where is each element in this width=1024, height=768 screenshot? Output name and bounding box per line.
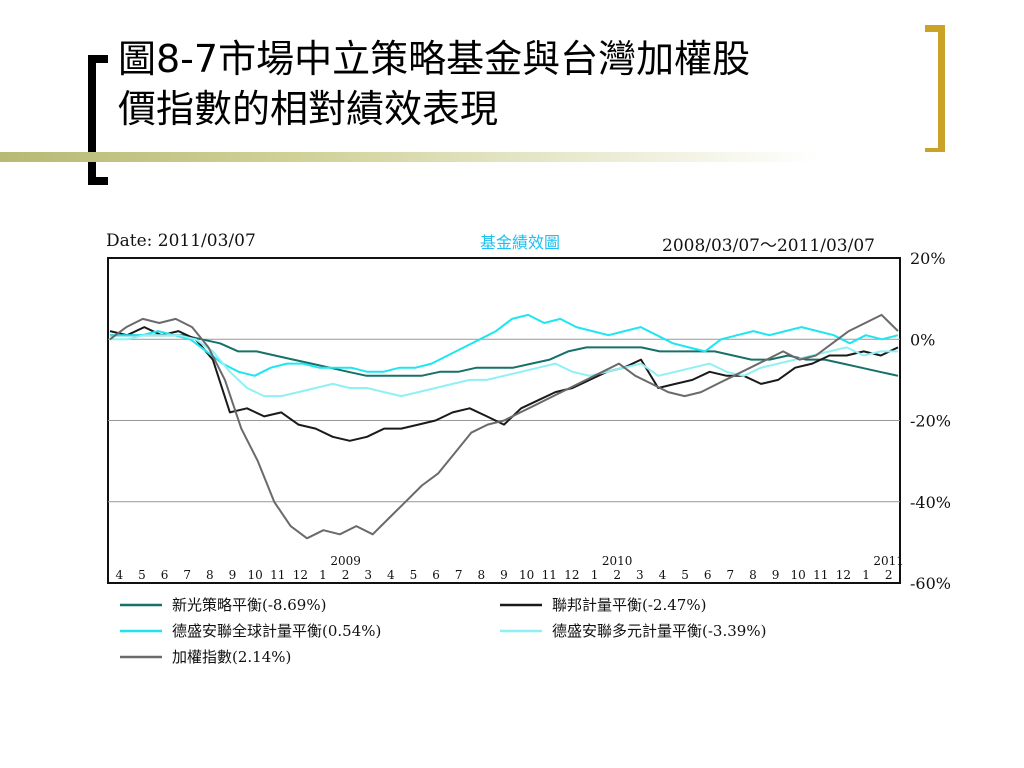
right-bracket-decoration [925, 25, 945, 155]
x-month-label: 2 [613, 568, 621, 582]
x-month-label: 7 [726, 568, 734, 582]
x-year-label: 2009 [330, 554, 361, 568]
x-month-label: 7 [183, 568, 191, 582]
left-bracket-decoration [88, 55, 108, 185]
x-month-label: 2 [885, 568, 893, 582]
x-month-label: 4 [115, 568, 123, 582]
legend-label-desheng_multi: 德盛安聯多元計量平衡(-3.39%) [552, 622, 766, 640]
series-line-desheng_global [110, 313, 899, 377]
legend-label-xinguang: 新光策略平衡(-8.69%) [172, 596, 326, 614]
x-month-label: 9 [229, 568, 237, 582]
series-line-taiex [109, 313, 899, 540]
title-divider [0, 152, 1024, 162]
x-month-label: 11 [813, 568, 828, 582]
series-line-desheng_multi [110, 334, 898, 398]
x-month-label: 4 [659, 568, 667, 582]
legend-label-taiex: 加權指數(2.14%) [172, 648, 291, 666]
x-month-label: 1 [591, 568, 599, 582]
x-month-label: 6 [161, 568, 169, 582]
x-month-label: 5 [410, 568, 418, 582]
x-month-label: 10 [791, 568, 806, 582]
slide-title: 圖8-7市場中立策略基金與台灣加權股 價指數的相對績效表現 [118, 34, 908, 134]
x-month-label: 8 [206, 568, 214, 582]
x-month-label: 6 [432, 568, 440, 582]
slide-title-line-1: 圖8-7市場中立策略基金與台灣加權股 [118, 37, 751, 81]
x-month-label: 7 [455, 568, 463, 582]
x-month-label: 5 [138, 568, 146, 582]
x-month-label: 6 [704, 568, 712, 582]
x-month-label: 12 [836, 568, 851, 582]
y-tick-label: 20% [910, 249, 946, 268]
x-month-label: 11 [270, 568, 285, 582]
x-month-label: 2 [342, 568, 350, 582]
x-month-label: 3 [636, 568, 644, 582]
x-month-label: 5 [681, 568, 689, 582]
series-line-lianbang [109, 326, 899, 442]
x-year-label: 2011 [873, 554, 904, 568]
x-month-label: 8 [749, 568, 757, 582]
x-month-label: 12 [564, 568, 579, 582]
x-month-label: 10 [519, 568, 534, 582]
slide-title-line-2: 價指數的相對績效表現 [118, 87, 499, 131]
x-month-label: 10 [247, 568, 262, 582]
x-month-label: 9 [772, 568, 780, 582]
chart-date-label: Date: 2011/03/07 [106, 231, 256, 251]
chart-canvas: 20%0%-20%-40%-60%4 5 6 7 8 9 10 11 12 1 2 3 4 5 6 7 8 9 10… [107, 249, 951, 666]
legend-label-desheng_global: 德盛安聯全球計量平衡(0.54%) [172, 622, 381, 640]
chart-range-label: 2008/03/07～2011/03/07 [662, 236, 875, 256]
x-month-label: 11 [542, 568, 557, 582]
x-month-label: 9 [500, 568, 508, 582]
x-year-label: 2010 [602, 554, 633, 568]
y-tick-label: -60% [910, 574, 951, 593]
y-tick-label: 0% [910, 330, 935, 349]
fund-performance-chart: Date: 2011/03/07 基金績效圖 2008/03/07～2011/0… [100, 225, 980, 685]
chart-center-title: 基金績效圖 [480, 233, 561, 252]
x-month-label: 8 [478, 568, 486, 582]
x-month-label: 3 [364, 568, 372, 582]
x-month-label: 1 [319, 568, 327, 582]
y-tick-label: -40% [910, 493, 951, 512]
y-tick-label: -20% [910, 412, 951, 431]
x-month-label: 1 [862, 568, 870, 582]
legend-label-lianbang: 聯邦計量平衡(-2.47%) [552, 596, 706, 614]
x-month-label: 12 [293, 568, 308, 582]
x-month-label: 4 [387, 568, 395, 582]
